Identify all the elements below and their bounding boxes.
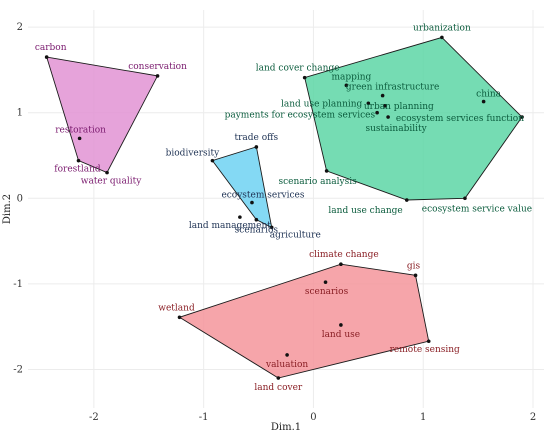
x-tick-label: 2 [530, 412, 536, 423]
data-point [440, 35, 444, 40]
point-label: land cover [254, 383, 303, 393]
data-point [380, 93, 385, 98]
data-point [177, 315, 182, 320]
data-point [285, 353, 289, 357]
point-label: scenario analysis [279, 177, 358, 187]
cluster-hull-1 [46, 56, 159, 174]
point-label: mapping [331, 72, 371, 82]
point-label: trade offs [235, 133, 279, 143]
data-point [323, 280, 328, 284]
point-labels: carbon conservation restoration forestland w… [35, 23, 532, 393]
data-point [383, 104, 387, 108]
data-point [375, 110, 379, 115]
point-label: valuation [265, 360, 308, 370]
x-axis-title: Dim.1 [271, 422, 301, 433]
point-label: wetland [158, 303, 195, 313]
point-label: china [476, 90, 502, 100]
x-tick-label: -2 [89, 412, 99, 423]
y-tick-label: -2 [13, 364, 23, 375]
cluster-hull-3 [211, 146, 273, 229]
point-label: biodiversity [166, 149, 221, 159]
point-label: gis [407, 261, 421, 271]
y-axis-title: Dim.2 [2, 194, 13, 224]
point-label: water quality [81, 177, 142, 187]
data-point [238, 215, 242, 219]
point-label: payments for ecosystem services [225, 111, 376, 121]
y-tick-label: 2 [17, 22, 23, 33]
data-point [155, 74, 160, 78]
point-label: carbon [35, 43, 67, 53]
data-point [339, 262, 343, 267]
point-label: ecosystem services function [396, 114, 524, 124]
data-point [324, 169, 329, 173]
point-label: ecoystem services [221, 191, 304, 201]
point-label: restoration [55, 125, 106, 135]
point-label: land use change [328, 206, 402, 216]
x-tick-label: 1 [420, 412, 426, 423]
cluster-hull-4 [178, 263, 430, 379]
point-label: urbanization [413, 23, 471, 33]
data-point [276, 376, 281, 380]
y-tick-label: -1 [13, 279, 23, 290]
x-tick-label: -1 [199, 412, 209, 423]
data-point [426, 339, 431, 344]
y-tick-label: 1 [17, 108, 23, 119]
point-label: ecosystem service value [422, 204, 532, 214]
data-point [413, 273, 418, 278]
data-point [463, 196, 467, 201]
point-label: conservation [128, 62, 187, 72]
data-point [76, 158, 81, 163]
x-tick-label: 0 [310, 412, 316, 423]
data-point [269, 225, 274, 230]
point-label: land use planning [281, 99, 363, 109]
data-point [77, 136, 82, 141]
point-label: remote sensing [390, 345, 460, 355]
y-tick-label: 0 [17, 193, 23, 204]
point-label: green infrastructure [346, 83, 439, 93]
data-point [520, 115, 524, 119]
axis-ticks: -2 -1 0 1 2 -2 -1 0 1 2 [13, 22, 536, 423]
point-label: urban planning [364, 102, 434, 112]
point-label: climate change [309, 250, 379, 260]
data-point [44, 55, 49, 59]
point-label: scenarios [305, 287, 349, 297]
data-point [254, 217, 259, 222]
point-label: forestland [54, 165, 101, 175]
data-point [339, 323, 343, 327]
data-point [386, 115, 390, 119]
point-label: land management [189, 221, 271, 231]
data-point [481, 99, 486, 104]
cluster-hulls [46, 36, 523, 379]
data-point [250, 200, 254, 205]
data-point [366, 101, 371, 106]
point-label: land use [322, 330, 360, 340]
data-point [302, 75, 307, 80]
data-point [344, 83, 349, 88]
data-point [210, 158, 215, 163]
point-label: scenarios [235, 226, 279, 236]
data-points [44, 35, 524, 380]
point-label: agriculture [270, 230, 321, 240]
point-label: land cover change [256, 64, 340, 74]
data-point [105, 170, 109, 175]
data-point [254, 145, 259, 149]
point-label: sustainability [366, 124, 428, 134]
data-point [404, 198, 409, 202]
